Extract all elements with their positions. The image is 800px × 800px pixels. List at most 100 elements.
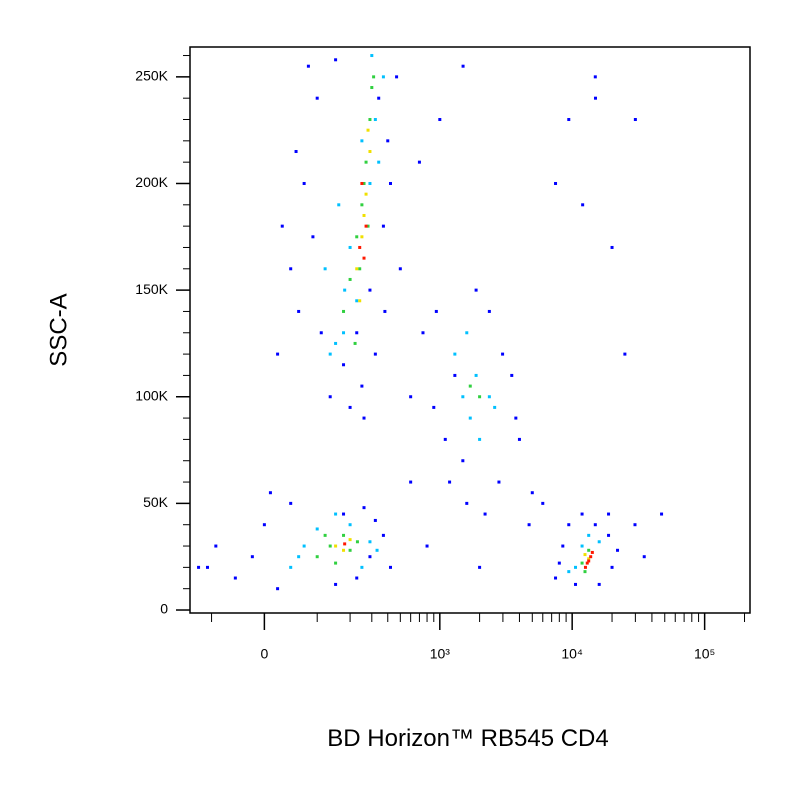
data-point [527,523,531,527]
data-point [425,544,429,548]
data-point [483,512,487,516]
data-point [315,555,319,559]
data-point [557,561,561,565]
data-point [360,181,364,185]
data-point [368,540,372,544]
data-point [362,506,366,510]
data-point [368,288,372,292]
data-point [368,181,372,185]
data-point [372,75,376,79]
y-tick-label: 200K [135,174,168,190]
data-point [366,224,370,228]
data-point [465,501,469,505]
data-point [334,341,338,345]
data-point [362,416,366,420]
data-point [358,299,362,303]
data-point [607,512,611,516]
data-point [478,565,482,569]
data-point [297,309,301,313]
data-point [342,309,346,313]
data-point [530,491,534,495]
data-point [448,480,452,484]
data-point [373,352,377,356]
data-point [362,213,366,217]
data-point [409,480,413,484]
data-point [377,96,381,100]
data-point [461,395,465,399]
data-point [348,245,352,249]
data-point [315,96,319,100]
data-point [348,548,352,552]
data-point [360,203,364,207]
data-point [567,570,571,574]
data-point [362,181,366,185]
data-point [289,565,293,569]
data-point [574,565,578,569]
data-point [377,160,381,164]
data-point [465,331,469,335]
x-tick-label: 0 [260,646,268,662]
data-point [381,224,385,228]
data-point [302,544,306,548]
data-point [348,538,352,542]
data-point [368,555,372,559]
data-point [323,533,327,537]
data-point [593,96,597,100]
data-point [355,267,359,271]
data-point [214,544,218,548]
data-point [581,203,585,207]
data-point [355,235,359,239]
data-point [355,331,359,335]
data-point [368,118,372,122]
data-point [358,267,362,271]
data-point [587,548,591,552]
data-point [319,331,323,335]
data-point [323,267,327,271]
data-point [554,576,558,580]
data-point [597,540,601,544]
data-point [434,309,438,313]
data-point [510,373,514,377]
data-point [478,437,482,441]
x-axis-title: BD Horizon™ RB545 CD4 [327,725,608,752]
data-point [616,548,620,552]
data-point [432,405,436,409]
data-point [360,235,364,239]
data-point [197,565,201,569]
data-point [493,405,497,409]
data-point [370,54,374,58]
data-point [660,512,664,516]
data-point [642,555,646,559]
data-point [348,405,352,409]
data-point [342,548,346,552]
plot-frame [189,46,751,614]
y-tick-label: 250K [135,68,168,84]
data-point [360,384,364,388]
data-point [461,459,465,463]
data-point [417,160,421,164]
data-point [348,523,352,527]
data-point [334,58,338,62]
data-point [205,565,209,569]
data-point [364,160,368,164]
data-point [337,203,341,207]
data-point [294,149,298,153]
data-point [328,544,332,548]
data-point [593,523,597,527]
data-point [633,118,637,122]
data-point [334,582,338,586]
data-point [373,518,377,522]
data-point [381,533,385,537]
x-tick-label: 10⁵ [694,646,715,662]
data-point [497,480,501,484]
data-point [590,550,594,554]
data-point [567,523,571,527]
data-point [362,256,366,260]
y-tick-label: 100K [135,387,168,403]
data-point [583,553,587,557]
data-point [554,181,558,185]
data-point [370,86,374,90]
data-point [353,341,357,345]
data-point [383,309,387,313]
